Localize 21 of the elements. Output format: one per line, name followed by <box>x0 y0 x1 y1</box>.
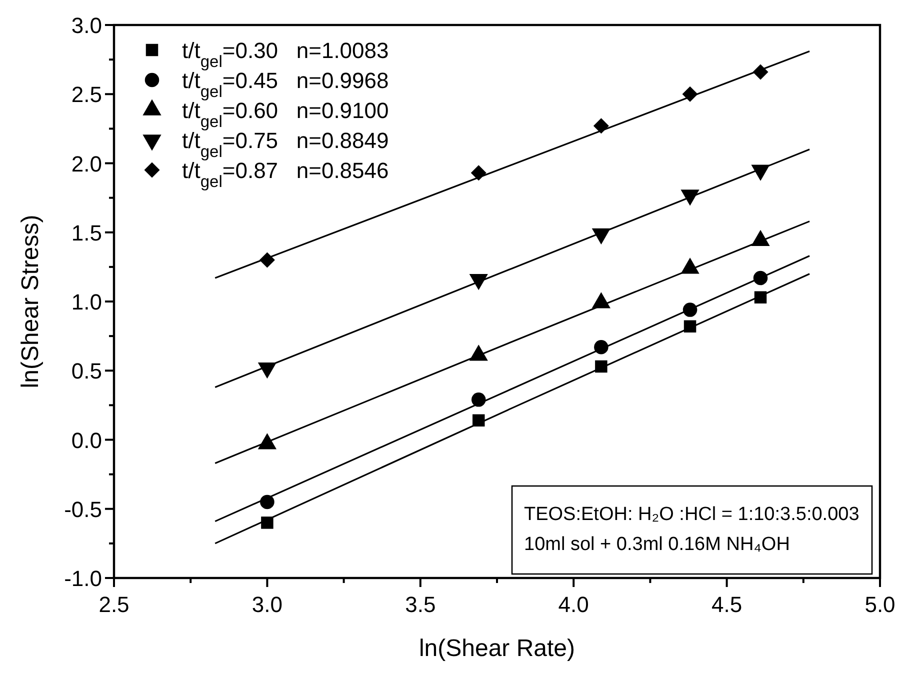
x-tick-label: 2.5 <box>98 592 130 617</box>
point <box>261 516 274 529</box>
x-tick-label: 4.0 <box>558 592 589 617</box>
x-tick-label: 5.0 <box>864 592 896 617</box>
legend-label: t/t$_{gel}$=0.30 n=1.0083 <box>182 38 389 71</box>
annotation: TEOS:EtOH: H₂O :HCl = 1:10:3.5:0.003 <box>524 504 860 525</box>
y-tick-label: 2.0 <box>71 151 102 176</box>
y-tick-label: 1.0 <box>71 290 102 314</box>
y-tick-label: 0.0 <box>71 428 102 453</box>
y-tick-label: -1.0 <box>64 566 102 591</box>
y-tick-label: 2.5 <box>71 82 102 108</box>
y-tick-label: 0.5 <box>71 358 102 384</box>
annotation: 10ml sol + 0.3ml 0.16M NH₄OH <box>524 534 790 555</box>
y-tick-label: -0.5 <box>64 496 102 522</box>
y-tick-label: 3.0 <box>71 13 102 38</box>
y-axis-title: ln(Shear Stress) <box>17 214 44 388</box>
y-tick-label: 1.5 <box>71 220 102 246</box>
x-tick-label: 4.5 <box>712 592 742 617</box>
x-tick-label: 3.0 <box>252 592 282 617</box>
x-tick-label: 3.5 <box>405 592 436 617</box>
x-axis-title: ln(Shear Rate) <box>418 635 576 662</box>
